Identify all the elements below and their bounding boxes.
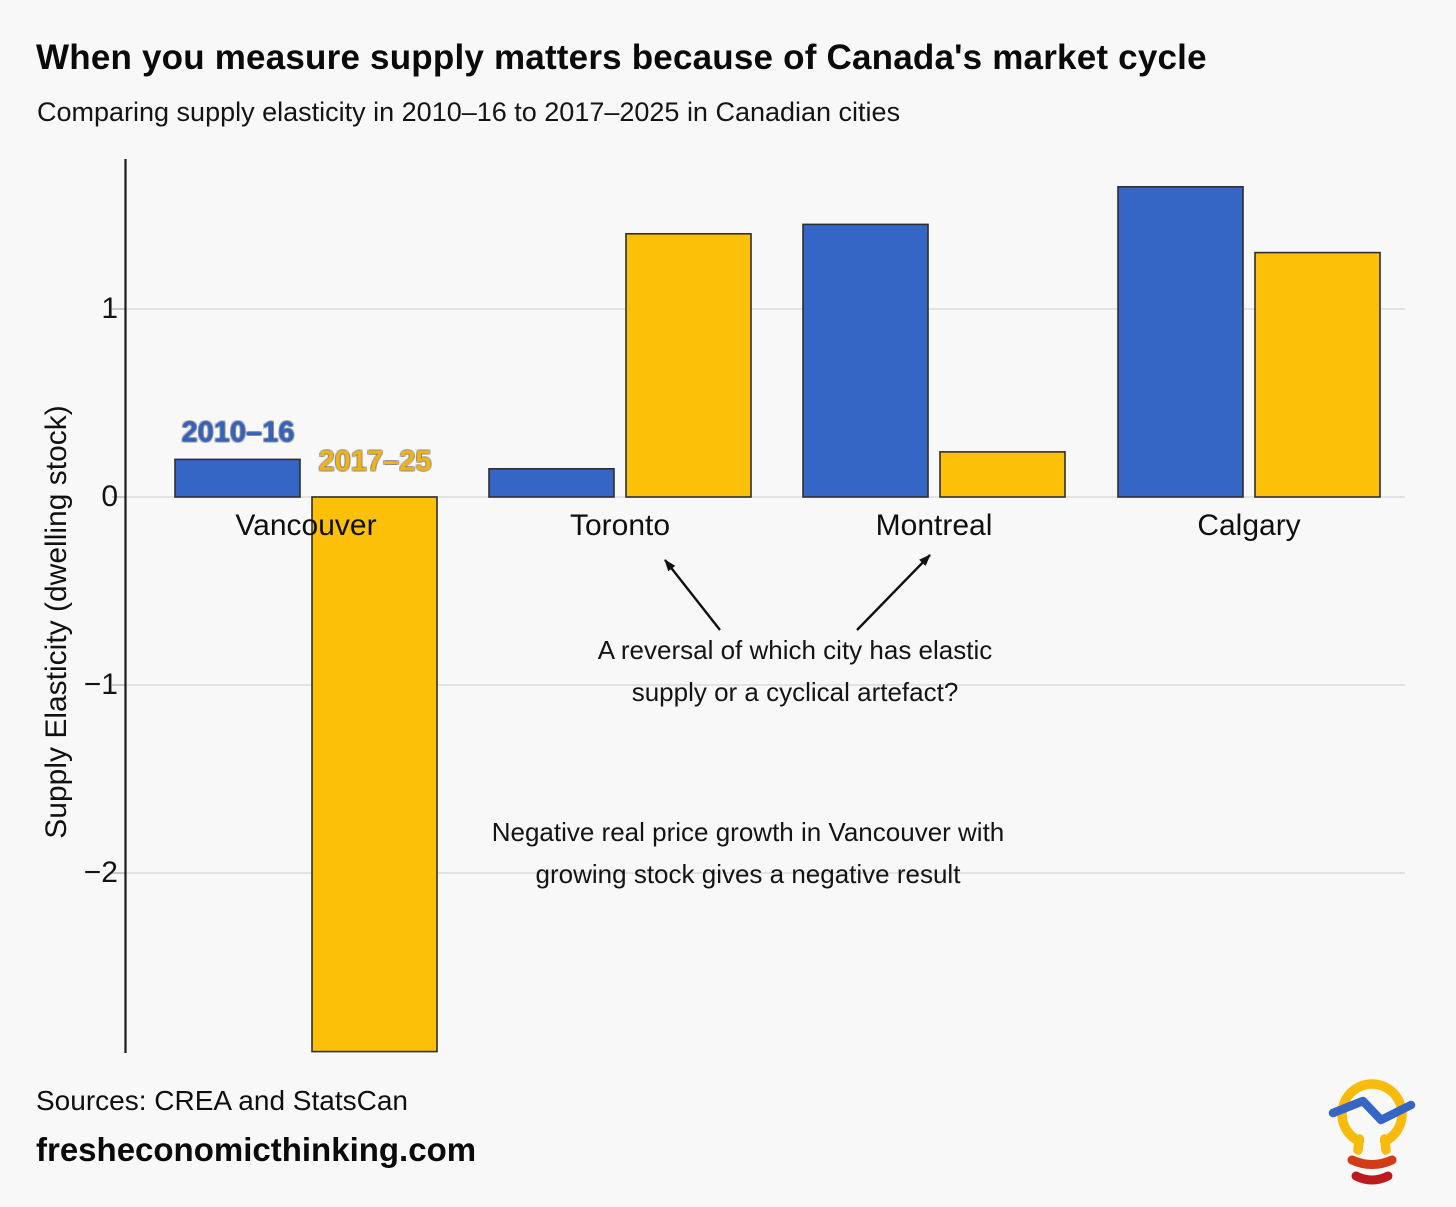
annotation-reversal: A reversal of which city has elastic sup… — [597, 635, 993, 707]
bars — [174, 186, 1381, 1053]
annotation-arrow-toronto — [664, 559, 721, 631]
x-axis-category-label: Vancouver — [235, 509, 377, 542]
sources-note: Sources: CREA and StatsCan — [36, 1085, 408, 1116]
bar-calgary-2017-25 — [1254, 251, 1381, 498]
website-text: fresheconomicthinking.com — [36, 1131, 477, 1168]
legend-label-2010-16: 2010–16 — [181, 416, 295, 449]
lightbulb-neck — [1379, 1134, 1391, 1155]
bar-montreal-2017-25 — [939, 451, 1066, 498]
bar-montreal-2010-16 — [802, 223, 929, 498]
y-tick-label: 1 — [101, 292, 118, 325]
y-axis-title: Supply Elasticity (dwelling stock) — [40, 405, 73, 839]
x-axis-category-label: Calgary — [1197, 509, 1301, 542]
brand-logo — [1328, 1079, 1416, 1185]
x-axis-category-label: Montreal — [875, 509, 993, 542]
y-tick-label: −1 — [83, 668, 118, 701]
bulb-base-arc — [1351, 1171, 1393, 1185]
gridlines — [125, 308, 1405, 874]
bar-vancouver-2017-25 — [311, 496, 438, 1053]
bar-toronto-2010-16 — [488, 467, 615, 498]
page-subtitle: Comparing supply elasticity in 2010–16 t… — [37, 97, 901, 127]
bulb-base-arc — [1347, 1155, 1397, 1169]
legend-label-2017-25: 2017–25 — [318, 445, 432, 478]
page-title: When you measure supply matters because … — [36, 38, 1207, 77]
y-tick-label: −2 — [83, 856, 118, 889]
x-axis-category-label: Toronto — [569, 509, 671, 542]
lightbulb-icon — [1337, 1079, 1407, 1146]
lightbulb-neck — [1353, 1134, 1365, 1155]
annotation-vancouver-negative: Negative real price growth in Vancouver … — [491, 817, 1005, 889]
annotation-arrow-montreal — [856, 554, 931, 631]
price-line-icon — [1328, 1096, 1416, 1125]
y-tick-label: 0 — [101, 480, 118, 513]
annotation-arrows — [664, 554, 931, 631]
bar-vancouver-2010-16 — [174, 458, 301, 498]
bar-toronto-2017-25 — [625, 233, 752, 498]
axis-ticks — [112, 308, 125, 874]
bar-calgary-2010-16 — [1117, 186, 1244, 498]
